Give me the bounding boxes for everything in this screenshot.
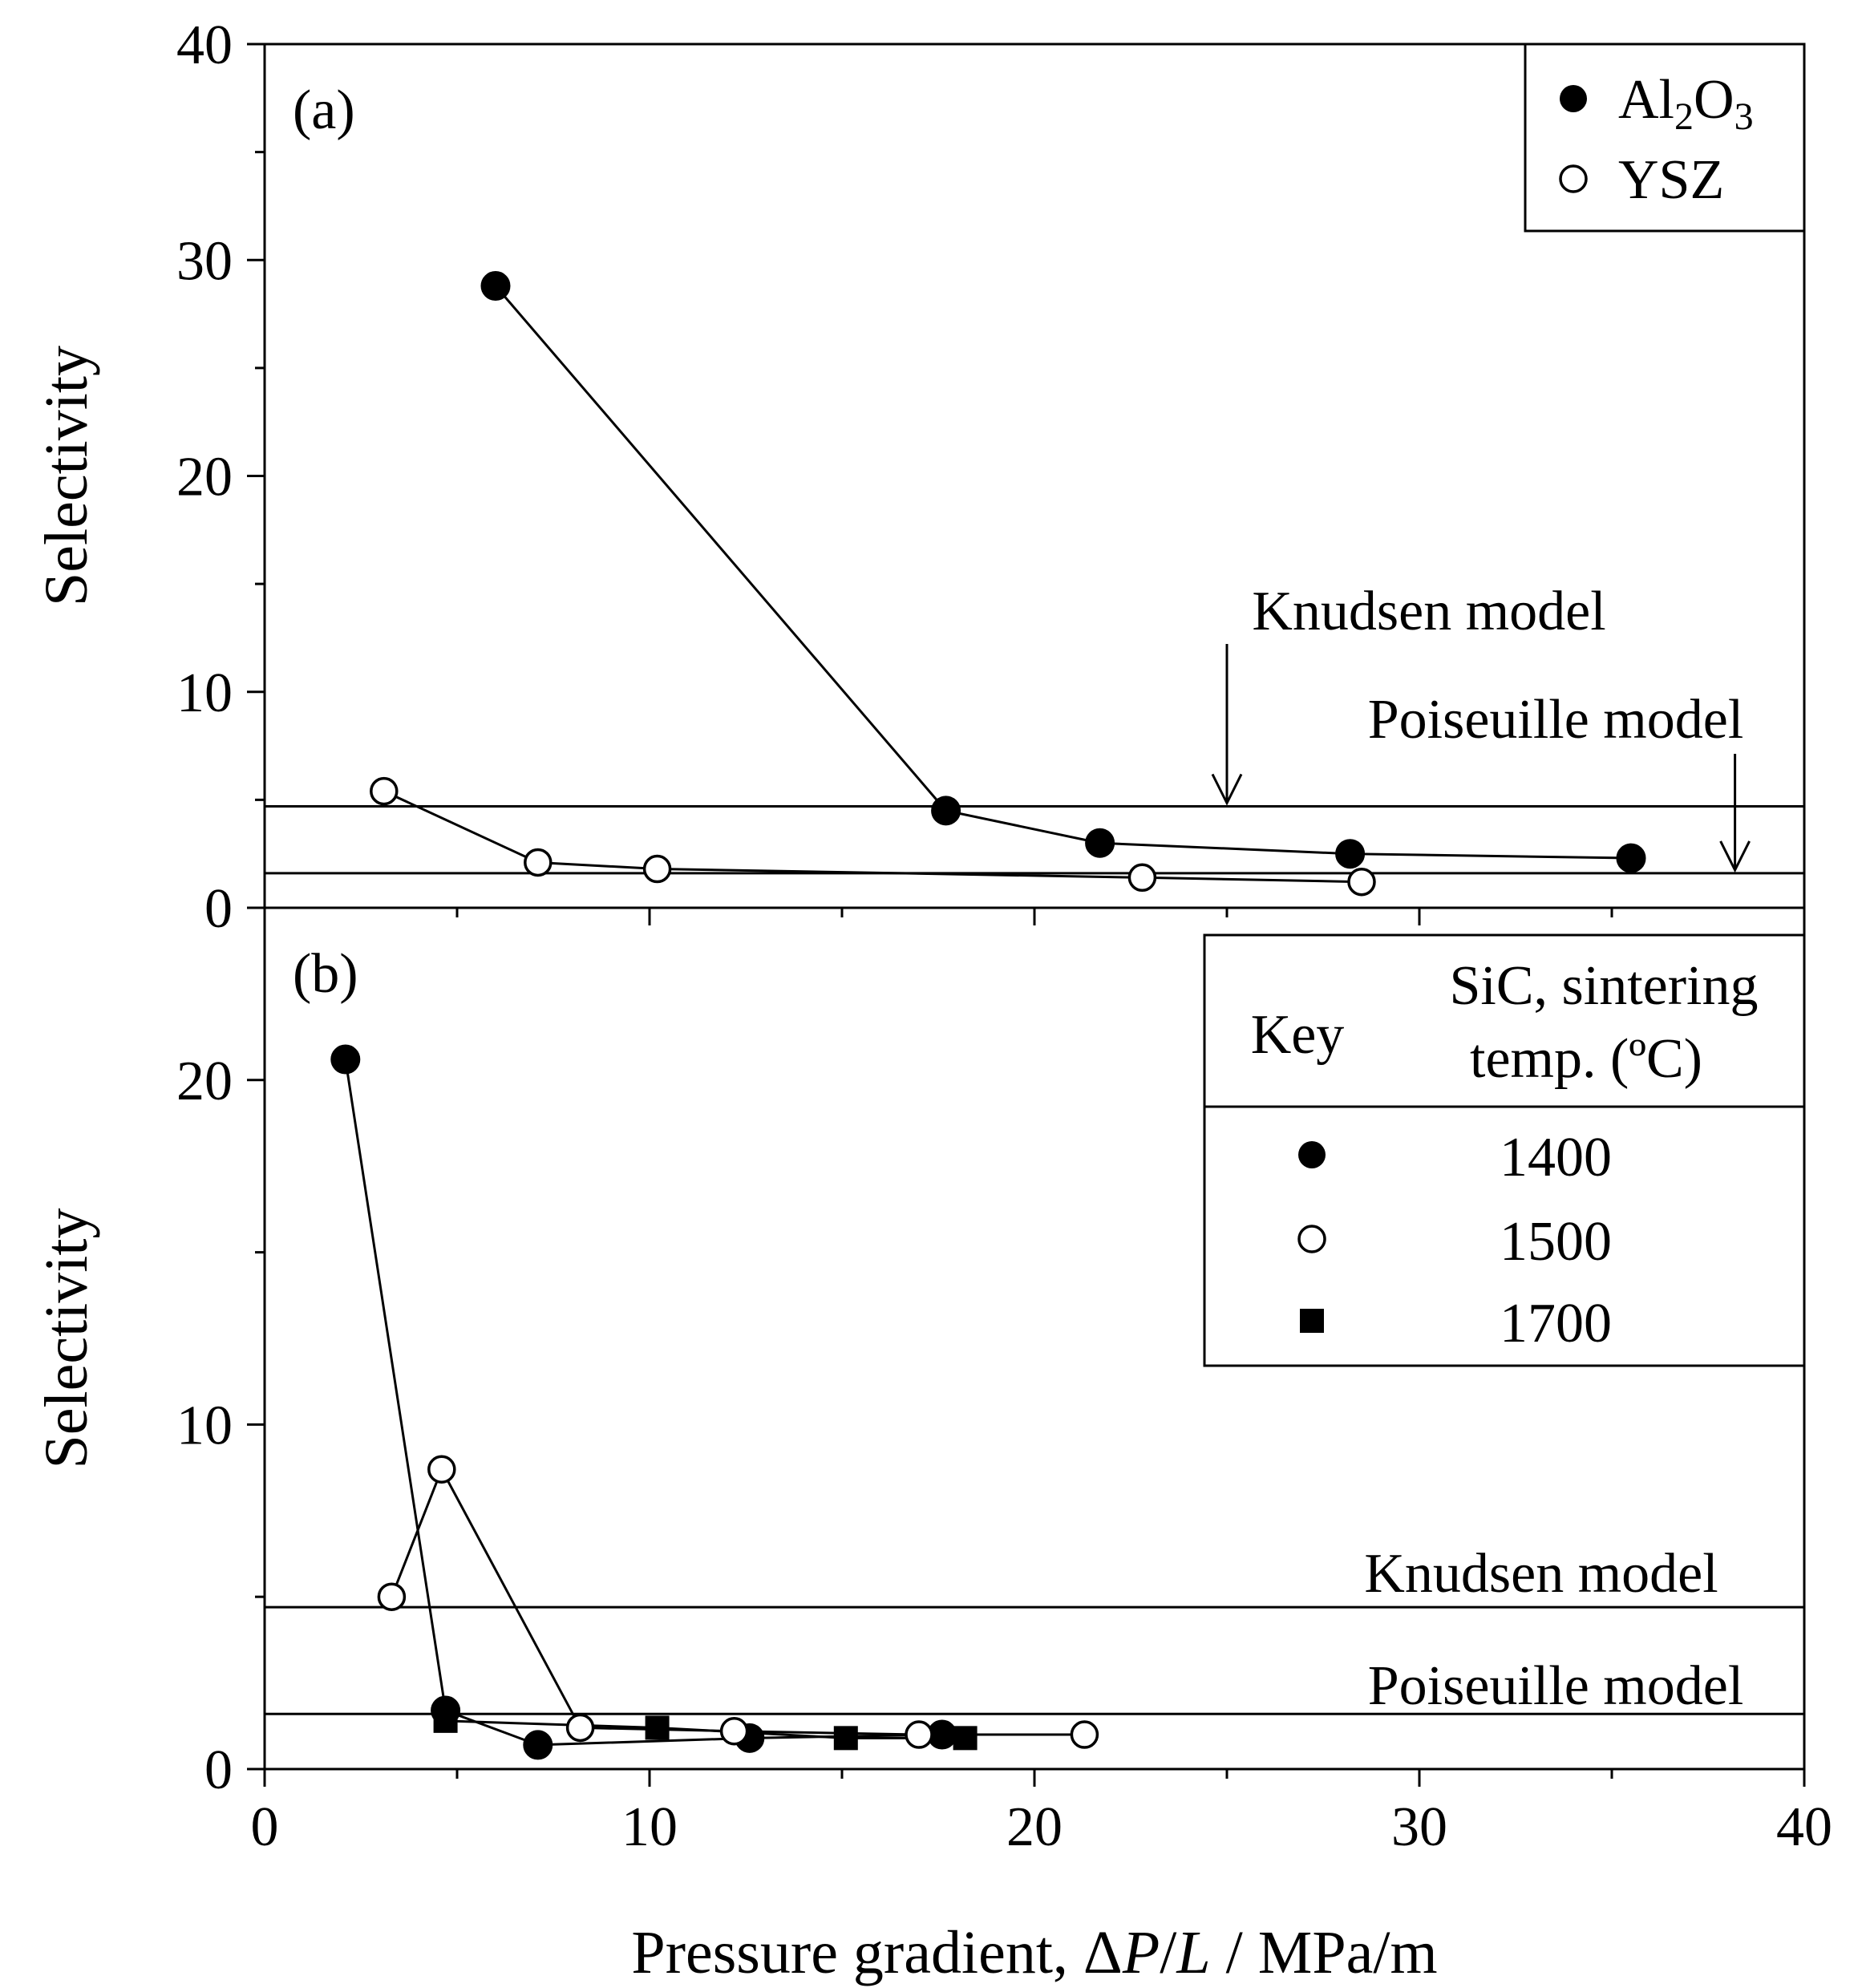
data-point-ysz xyxy=(1127,863,1157,893)
x-tick-label: 40 xyxy=(1776,1796,1832,1858)
panel-label: (b) xyxy=(293,943,358,1005)
y-axis-label: Selectivity xyxy=(33,1208,100,1468)
data-point-al2o3 xyxy=(1085,828,1115,858)
data-point-1700 xyxy=(433,1708,458,1733)
legend-key-header: Key xyxy=(1251,1004,1345,1066)
knudsen-label: Knudsen model xyxy=(1252,581,1605,642)
data-point-1400 xyxy=(523,1730,553,1760)
data-point-ysz xyxy=(642,854,672,884)
data-point-1700 xyxy=(645,1715,670,1740)
legend-marker-al2o3 xyxy=(1560,85,1587,112)
legend-marker-1400 xyxy=(1298,1141,1326,1168)
series-line-1500 xyxy=(391,1466,1085,1736)
data-point-1700 xyxy=(833,1726,858,1751)
y-tick-label: 0 xyxy=(204,1739,233,1801)
data-point-al2o3 xyxy=(480,271,511,302)
x-tick-label: 0 xyxy=(251,1796,279,1858)
data-point-al2o3 xyxy=(931,796,961,826)
panel-b: 0 10 20 0 10 20 30 40 Selectivity (b) Knudsen mode… xyxy=(33,906,1832,1858)
data-point-1500 xyxy=(565,1713,595,1743)
legend-label-ysz: YSZ xyxy=(1618,149,1724,211)
legend-box xyxy=(1524,43,1806,233)
legend-label-1400: 1400 xyxy=(1500,1127,1612,1188)
data-point-1500 xyxy=(377,1582,407,1611)
y-tick-label: 40 xyxy=(176,14,233,76)
poiseuille-label: Poiseuille model xyxy=(1368,1655,1744,1717)
data-point-1500 xyxy=(427,1455,456,1484)
legend: Al2O3 YSZ xyxy=(1524,43,1806,233)
data-point-ysz xyxy=(1347,867,1376,897)
legend-header-line2: temp. (ºC) xyxy=(1470,1028,1702,1090)
y-tick-label: 30 xyxy=(176,230,233,292)
x-tick-label: 10 xyxy=(621,1796,678,1858)
series-line-1400 xyxy=(344,1059,942,1747)
data-point-al2o3 xyxy=(1616,843,1646,873)
data-point-al2o3 xyxy=(1335,839,1366,869)
x-tick-label: 20 xyxy=(1006,1796,1063,1858)
legend-header-line1: SiC, sintering xyxy=(1449,955,1758,1017)
data-point-1500 xyxy=(1070,1720,1099,1749)
series-line-al2o3 xyxy=(494,285,1632,860)
panel-a: 0 10 20 30 40 Selectivity (a) Knudsen model Pois… xyxy=(33,14,1806,940)
legend-label-al2o3: Al2O3 xyxy=(1618,69,1754,138)
poiseuille-arrowhead xyxy=(1719,840,1751,873)
knudsen-label: Knudsen model xyxy=(1364,1543,1718,1605)
poiseuille-label: Poiseuille model xyxy=(1368,689,1744,751)
data-point-ysz xyxy=(370,776,399,806)
x-axis-label: Pressure gradient, ΔP/L / MPa/m xyxy=(631,1919,1437,1986)
data-point-ysz xyxy=(524,848,553,877)
panel-label: (a) xyxy=(293,79,355,141)
y-tick-label: 20 xyxy=(176,447,233,508)
data-point-1500 xyxy=(905,1720,933,1749)
data-point-1400 xyxy=(330,1044,361,1075)
knudsen-arrowhead xyxy=(1211,773,1243,806)
y-tick-label: 10 xyxy=(176,1395,233,1456)
y-tick-label: 0 xyxy=(204,878,233,940)
y-tick-label: 10 xyxy=(176,662,233,724)
legend: Key SiC, sintering temp. (ºC) 1400 1500 1700 xyxy=(1203,933,1806,1367)
legend-marker-ysz xyxy=(1559,164,1588,193)
y-axis-label: Selectivity xyxy=(33,346,100,606)
x-tick-label: 30 xyxy=(1391,1796,1447,1858)
data-point-1700 xyxy=(953,1726,978,1751)
legend-label-1500: 1500 xyxy=(1500,1211,1612,1273)
data-point-1500 xyxy=(719,1716,749,1746)
legend-marker-1500 xyxy=(1297,1225,1326,1253)
y-tick-label: 20 xyxy=(176,1051,233,1112)
legend-marker-1700 xyxy=(1300,1309,1324,1333)
legend-label-1700: 1700 xyxy=(1500,1293,1612,1354)
